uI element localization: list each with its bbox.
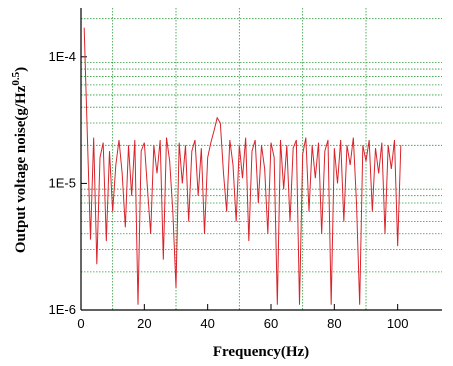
y-axis-label-sup: 0.5: [10, 71, 22, 85]
y-axis-label-close: ): [13, 67, 29, 72]
x-tick-label: 80: [327, 316, 341, 331]
y-axis-label: Output voltage noise(g/Hz0.5): [10, 67, 29, 253]
x-tick-label: 40: [200, 316, 214, 331]
y-tick-label: 1E-4: [49, 49, 76, 64]
x-tick-label: 0: [77, 316, 84, 331]
y-axis-label-text: Output voltage noise(g/Hz: [13, 85, 29, 253]
x-tick-label: 60: [264, 316, 278, 331]
x-tick-label: 100: [387, 316, 409, 331]
x-tick-label: 20: [137, 316, 151, 331]
data-line: [83, 27, 402, 305]
x-axis-label: Frequency(Hz): [213, 344, 309, 360]
y-tick-label: 1E-6: [49, 302, 76, 317]
y-tick-label: 1E-5: [49, 175, 76, 190]
